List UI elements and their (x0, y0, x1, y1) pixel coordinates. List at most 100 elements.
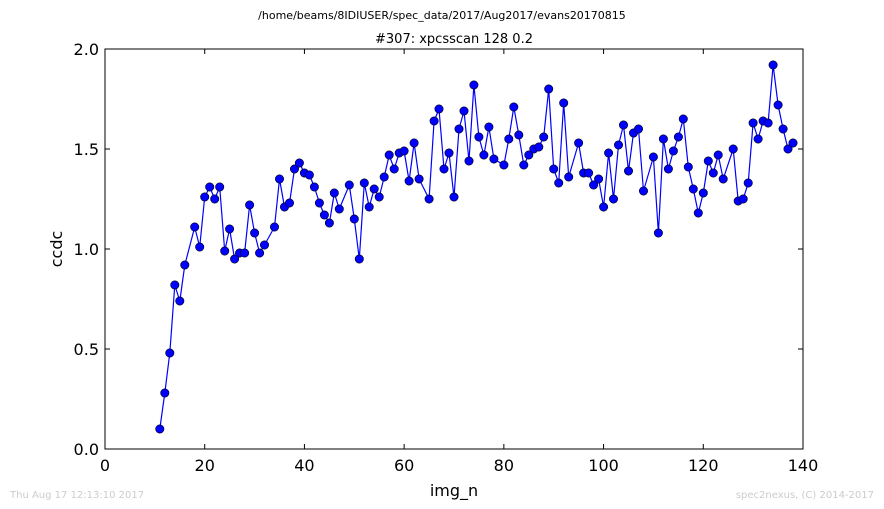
plot-area (105, 49, 803, 449)
data-point (673, 132, 683, 142)
data-point (638, 186, 648, 196)
data-point (668, 146, 678, 156)
data-point (160, 388, 170, 398)
data-point (289, 164, 299, 174)
data-point (449, 192, 459, 202)
series-layer (155, 60, 798, 434)
data-point (454, 124, 464, 134)
data-point (544, 84, 554, 94)
data-point (763, 118, 773, 128)
plot-frame (104, 48, 804, 450)
data-point (180, 260, 190, 270)
data-point (693, 208, 703, 218)
data-point (230, 254, 240, 264)
data-point (269, 222, 279, 232)
data-point (439, 164, 449, 174)
data-point (738, 194, 748, 204)
data-point (255, 248, 265, 258)
data-point (220, 246, 230, 256)
data-point (215, 182, 225, 192)
data-point (788, 138, 798, 148)
data-point (613, 140, 623, 150)
data-point (349, 214, 359, 224)
data-point (250, 228, 260, 238)
data-point (653, 228, 663, 238)
data-point (389, 164, 399, 174)
data-point (753, 134, 763, 144)
data-point (683, 162, 693, 172)
data-point (504, 134, 514, 144)
data-point (364, 202, 374, 212)
data-point (608, 194, 618, 204)
data-point (778, 124, 788, 134)
x-axis-label: img_n (430, 481, 478, 501)
data-point (414, 174, 424, 184)
data-point (329, 188, 339, 198)
data-point (444, 148, 454, 158)
x-tick-label: 120 (688, 456, 719, 475)
data-point (225, 224, 235, 234)
data-point (584, 168, 594, 178)
x-tick-label: 0 (100, 456, 110, 475)
data-point (539, 132, 549, 142)
x-tick-label: 40 (294, 456, 314, 475)
data-point (205, 182, 215, 192)
data-point (718, 174, 728, 184)
data-point (210, 194, 220, 204)
data-point (319, 210, 329, 220)
data-point (474, 132, 484, 142)
data-point (633, 124, 643, 134)
data-point (564, 172, 574, 182)
data-point (259, 240, 269, 250)
data-point (554, 178, 564, 188)
data-point (678, 114, 688, 124)
y-axis-label: ccdc (47, 231, 66, 268)
data-point (459, 106, 469, 116)
data-point (489, 154, 499, 164)
data-point (369, 184, 379, 194)
data-point (469, 80, 479, 90)
data-point (594, 174, 604, 184)
data-point (708, 168, 718, 178)
data-point (344, 180, 354, 190)
data-point (509, 102, 519, 112)
page-title: /home/beams/8IDIUSER/spec_data/2017/Aug2… (258, 9, 626, 22)
data-point (314, 198, 324, 208)
data-point (304, 170, 314, 180)
data-point (658, 134, 668, 144)
data-point (499, 160, 509, 170)
data-point (599, 202, 609, 212)
y-tick-label: 0.0 (74, 440, 99, 459)
data-point (549, 164, 559, 174)
data-point (514, 130, 524, 140)
data-point (309, 182, 319, 192)
data-point (165, 348, 175, 358)
data-point (274, 174, 284, 184)
data-point (379, 172, 389, 182)
data-point (175, 296, 185, 306)
footer-timestamp: Thu Aug 17 12:13:10 2017 (9, 490, 144, 501)
data-point (589, 180, 599, 190)
data-point (623, 166, 633, 176)
data-point (354, 254, 364, 264)
data-point (519, 160, 529, 170)
y-tick-label: 1.0 (74, 240, 99, 259)
data-point (604, 148, 614, 158)
data-point (155, 424, 165, 434)
data-point (284, 198, 294, 208)
data-point (294, 158, 304, 168)
data-point (618, 120, 628, 130)
data-point (773, 100, 783, 110)
data-point (688, 184, 698, 194)
data-point (399, 146, 409, 156)
data-point (748, 118, 758, 128)
data-point (170, 280, 180, 290)
data-point (409, 138, 419, 148)
data-point (190, 222, 200, 232)
data-point (783, 144, 793, 154)
data-point (424, 194, 434, 204)
data-point (698, 188, 708, 198)
y-tick-label: 0.5 (74, 340, 99, 359)
data-point (240, 248, 250, 258)
